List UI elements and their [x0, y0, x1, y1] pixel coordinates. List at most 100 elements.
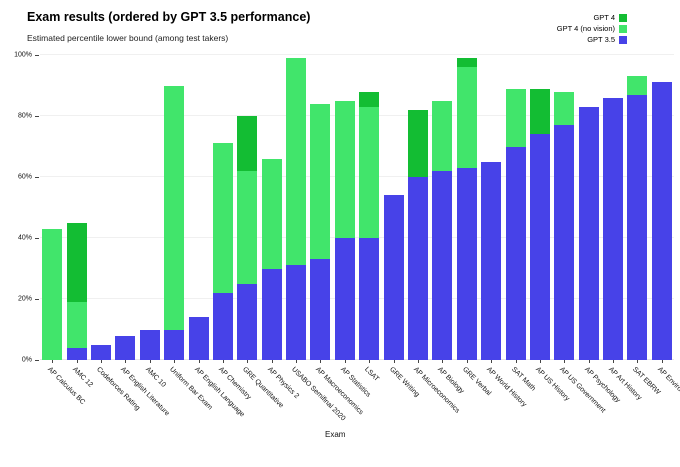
- x-tick-mark: [613, 360, 615, 363]
- bar-gpt35: [505, 146, 526, 360]
- x-tick-mark: [52, 360, 54, 363]
- bar-gpt35: [310, 259, 331, 360]
- x-tick-mark: [125, 360, 127, 363]
- x-tick-mark: [296, 360, 298, 363]
- x-tick-label: AMC 12: [70, 366, 94, 389]
- bar-gpt35: [164, 329, 185, 360]
- y-tick-label: 60%: [17, 173, 32, 181]
- bar-gpt4-no-vision: [359, 106, 380, 238]
- x-tick-mark: [393, 360, 395, 363]
- bar-gpt4-no-vision: [237, 170, 258, 284]
- y-tick-mark: [35, 360, 39, 361]
- x-axis-title: Exam: [325, 430, 346, 439]
- gridline: [40, 54, 674, 55]
- bar-gpt35: [407, 177, 428, 360]
- bar-gpt4-no-vision: [554, 91, 575, 126]
- bar-gpt4-no-vision: [286, 58, 307, 266]
- x-tick-label: Codeforces Rating: [95, 366, 141, 412]
- x-tick-mark: [661, 360, 663, 363]
- bar-gpt35: [603, 97, 624, 360]
- legend-label: GPT 4 (no vision): [556, 24, 615, 33]
- gridline: [40, 237, 674, 238]
- x-tick-mark: [149, 360, 151, 363]
- bar-gpt35: [554, 125, 575, 360]
- legend-swatch-icon: [619, 24, 627, 33]
- x-tick-label: AP Environmental Science: [655, 366, 680, 429]
- y-tick-mark: [35, 299, 39, 300]
- x-tick-mark: [369, 360, 371, 363]
- x-tick-label: AP Microeconomics: [412, 366, 461, 415]
- bar-gpt4: [529, 88, 550, 135]
- chart-title: Exam results (ordered by GPT 3.5 perform…: [27, 10, 311, 24]
- x-tick-mark: [466, 360, 468, 363]
- bar-gpt35: [90, 344, 111, 360]
- bar-gpt35: [139, 329, 160, 360]
- legend-label: GPT 4: [593, 13, 615, 22]
- bar-gpt35: [651, 82, 672, 360]
- plot-area: 0% 20% 40% 60% 80% 100% AP Calculus BC AMC 12 Co…: [14, 52, 680, 430]
- bar-gpt4-no-vision: [627, 76, 648, 95]
- bar-gpt35: [237, 283, 258, 360]
- gridline: [40, 115, 674, 116]
- bar-gpt4-no-vision: [456, 67, 477, 168]
- legend-label: GPT 3.5: [587, 35, 615, 44]
- bar-gpt35: [432, 170, 453, 360]
- y-tick-label: 100%: [14, 51, 32, 59]
- bar-gpt4: [66, 222, 87, 303]
- x-tick-label: AP English Literature: [119, 366, 171, 418]
- x-tick-mark: [417, 360, 419, 363]
- bar-gpt35: [359, 238, 380, 360]
- x-tick-mark: [271, 360, 273, 363]
- x-tick-mark: [637, 360, 639, 363]
- gridline: [40, 176, 674, 177]
- bar-gpt35: [481, 161, 502, 360]
- x-tick-mark: [198, 360, 200, 363]
- bar-gpt35: [627, 94, 648, 360]
- x-tick-mark: [344, 360, 346, 363]
- y-tick-label: 80%: [17, 112, 32, 120]
- x-axis-line: [40, 359, 674, 360]
- bar-gpt4-no-vision: [261, 158, 282, 269]
- bar-gpt4-no-vision: [334, 100, 355, 238]
- y-tick-label: 0%: [21, 356, 32, 364]
- x-tick-mark: [564, 360, 566, 363]
- legend-item-gpt4: GPT 4: [593, 13, 627, 22]
- bar-gpt4-no-vision: [164, 85, 185, 330]
- x-tick-label: AP English Language: [192, 366, 246, 419]
- x-tick-mark: [100, 360, 102, 363]
- bar-gpt35: [212, 292, 233, 360]
- bar-gpt35: [286, 265, 307, 360]
- bar-gpt4-no-vision: [42, 228, 63, 360]
- y-tick-mark: [35, 116, 39, 117]
- legend-swatch-icon: [619, 13, 627, 22]
- bar-gpt35: [188, 317, 209, 360]
- x-tick-mark: [320, 360, 322, 363]
- x-tick-mark: [442, 360, 444, 363]
- bar-gpt35: [456, 167, 477, 360]
- x-tick-label: AP Macroeconomics: [314, 366, 365, 417]
- gridline: [40, 298, 674, 299]
- bar-gpt4-no-vision: [432, 100, 453, 171]
- legend-item-gpt35: GPT 3.5: [587, 35, 627, 44]
- bar-gpt4-no-vision: [310, 103, 331, 260]
- bar-gpt35: [383, 195, 404, 360]
- x-tick-label: AP US Government: [558, 366, 607, 415]
- x-tick-mark: [539, 360, 541, 363]
- bar-gpt4-no-vision: [212, 143, 233, 293]
- legend-item-gpt4-no-vision: GPT 4 (no vision): [557, 24, 627, 33]
- x-tick-label: AMC 10: [143, 366, 167, 389]
- x-tick-mark: [247, 360, 249, 363]
- y-tick-label: 40%: [17, 234, 32, 242]
- chart-legend: GPT 4 GPT 4 (no vision) GPT 3.5: [557, 13, 627, 44]
- x-tick-label: SAT Math: [509, 366, 537, 393]
- x-tick-mark: [588, 360, 590, 363]
- x-tick-mark: [222, 360, 224, 363]
- x-tick-mark: [491, 360, 493, 363]
- bar-gpt4-no-vision: [505, 88, 526, 147]
- bar-gpt4: [359, 91, 380, 107]
- bar-gpt4-no-vision: [66, 302, 87, 348]
- chart-subtitle: Estimated percentile lower bound (among …: [27, 33, 229, 43]
- x-tick-label: LSAT: [363, 366, 381, 383]
- bar-gpt35: [578, 106, 599, 360]
- bar-gpt4: [456, 58, 477, 68]
